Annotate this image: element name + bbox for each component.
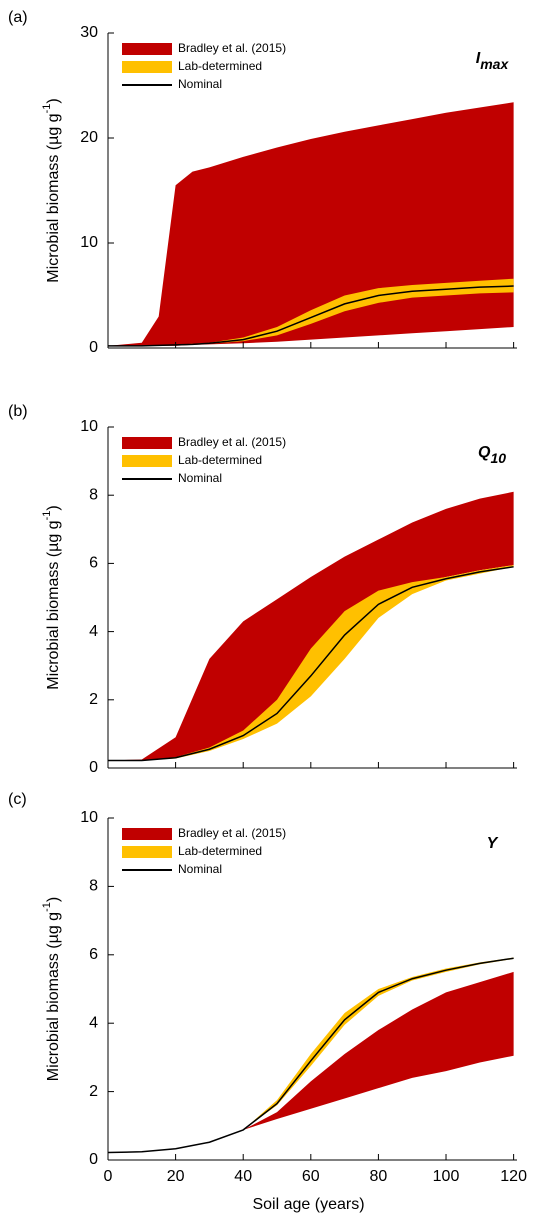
line	[108, 285, 514, 347]
y-label-main: Microbial biomass (µg g	[45, 113, 62, 282]
legend-swatch	[122, 846, 172, 858]
band-area	[108, 102, 514, 346]
legend-label: Bradley et al. (2015)	[178, 41, 286, 55]
y-label-main: Microbial biomass (µg g	[45, 912, 62, 1081]
y-tick-label: 0	[89, 1151, 98, 1168]
y-tick-label: 2	[89, 1083, 98, 1100]
legend-label: Nominal	[178, 471, 222, 485]
y-label-end: )	[45, 98, 62, 103]
y-axis-label: Microbial biomass (µg g-1)	[41, 98, 62, 282]
legend-swatch	[122, 437, 172, 449]
x-tick-label: 40	[234, 1168, 252, 1185]
y-tick-label: 30	[80, 24, 98, 41]
y-tick-label: 8	[89, 878, 98, 895]
y-axis-label: Microbial biomass (µg g-1)	[41, 505, 62, 689]
legend-swatch	[122, 455, 172, 467]
y-tick-label: 0	[89, 759, 98, 776]
y-tick-label: 6	[89, 555, 98, 572]
legend-swatch	[122, 43, 172, 55]
y-label-main: Microbial biomass (µg g	[45, 520, 62, 689]
y-tick-label: 4	[89, 1014, 98, 1031]
y-label-end: )	[45, 505, 62, 510]
annotation-sub: 10	[490, 450, 506, 466]
y-tick-label: 8	[89, 486, 98, 503]
panel-label: (a)	[8, 9, 28, 26]
panel-annotation: Y	[487, 835, 499, 852]
y-axis-label: Microbial biomass (µg g-1)	[41, 897, 62, 1081]
y-tick-label: 0	[89, 339, 98, 356]
y-label-end: )	[45, 897, 62, 902]
legend-label: Lab-determined	[178, 844, 262, 858]
band-area	[108, 971, 514, 1153]
legend-label: Nominal	[178, 862, 222, 876]
legend-label: Bradley et al. (2015)	[178, 435, 286, 449]
panel-annotation: Imax	[476, 50, 510, 71]
y-tick-label: 4	[89, 623, 98, 640]
band-area	[108, 491, 514, 761]
x-tick-label: 0	[104, 1168, 113, 1185]
legend-label: Lab-determined	[178, 59, 262, 73]
line	[107, 957, 514, 1154]
x-tick-label: 60	[302, 1168, 320, 1185]
y-tick-label: 10	[80, 418, 98, 435]
annotation-main: I	[476, 50, 481, 67]
annotation-sub: max	[480, 56, 509, 72]
y-tick-label: 2	[89, 691, 98, 708]
band-area	[108, 278, 514, 346]
x-tick-label: 80	[370, 1168, 388, 1185]
x-axis-label: Soil age (years)	[252, 1196, 364, 1213]
legend-swatch	[122, 61, 172, 73]
annotation-main: Q	[478, 444, 491, 461]
y-tick-label: 10	[80, 809, 98, 826]
legend-swatch	[122, 828, 172, 840]
y-label-sup: -1	[41, 104, 53, 114]
legend-label: Lab-determined	[178, 453, 262, 467]
y-tick-label: 20	[80, 129, 98, 146]
line	[108, 566, 514, 762]
band-area	[108, 565, 514, 761]
panel-label: (c)	[8, 791, 27, 808]
y-tick-label: 6	[89, 946, 98, 963]
y-tick-label: 10	[80, 234, 98, 251]
legend-label: Bradley et al. (2015)	[178, 826, 286, 840]
legend-label: Nominal	[178, 77, 222, 91]
panel-label: (b)	[8, 403, 28, 420]
y-label-sup: -1	[41, 511, 53, 521]
x-tick-label: 100	[433, 1168, 460, 1185]
y-label-sup: -1	[41, 902, 53, 912]
annotation-main: Y	[487, 835, 499, 852]
band-area	[108, 957, 514, 1153]
panel-annotation: Q10	[478, 444, 506, 465]
x-tick-label: 20	[167, 1168, 185, 1185]
x-tick-label: 120	[500, 1168, 527, 1185]
